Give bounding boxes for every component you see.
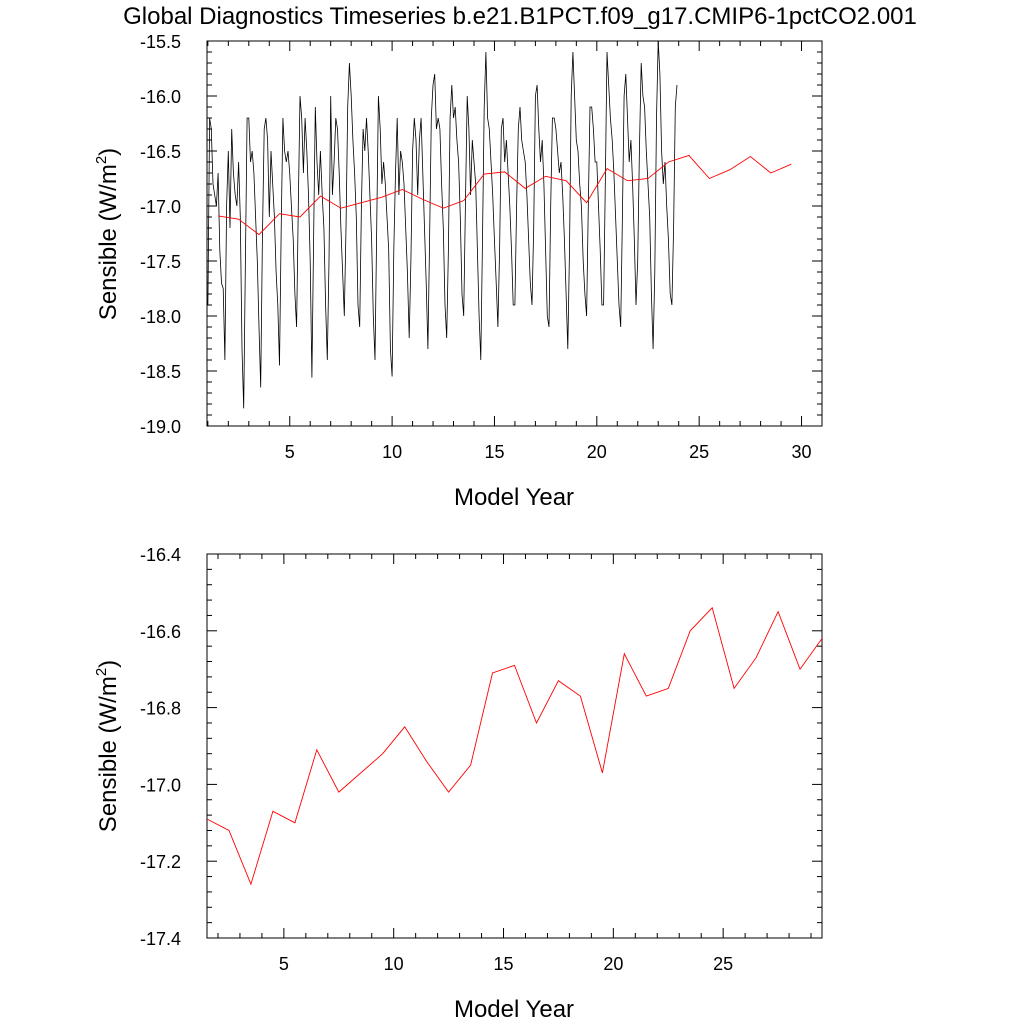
- bottom-y-axis-label: Sensible (W/m2): [93, 660, 122, 832]
- top-y-tick-label: -16.0: [140, 87, 181, 107]
- top-chart: -19.0 -18.5 -18.0 -17.5 -17.0 -16.5 -16.0 -15.5…: [93, 32, 823, 511]
- bottom-y-tick-label: -17.0: [140, 775, 181, 795]
- top-y-axis-label: Sensible (W/m2): [93, 148, 122, 320]
- bottom-x-tick-label: 10: [384, 954, 404, 974]
- bottom-series: [206, 606, 823, 886]
- bottom-x-axis-label: Model Year: [454, 996, 574, 1023]
- bottom-x-tick-label: 20: [603, 954, 623, 974]
- bottom-x-tick-label: 5: [279, 954, 289, 974]
- bottom-y-tick-label: -16.8: [140, 699, 181, 719]
- top-y-tick-label: -17.0: [140, 197, 181, 217]
- top-x-tick-label: 25: [689, 442, 709, 462]
- bottom-y-tick-label: -17.2: [140, 852, 181, 872]
- bottom-chart: -17.4-17.2-17.0-16.8-16.6-16.45 10 15 20 25 …: [93, 545, 823, 1023]
- bottom-ticks: -17.4 -17.2 -17.0 -16.8 -16.6 -16.4 5 10 15 20 25: [140, 545, 822, 974]
- top-y-tick-label: -19.0: [140, 417, 181, 437]
- top-x-tick-label: 20: [587, 442, 607, 462]
- top-x-tick-label: 10: [382, 442, 402, 462]
- bottom-x-tick-label: 15: [494, 954, 514, 974]
- top-y-tick-label: -16.5: [140, 142, 181, 162]
- top-y-tick-label: -18.5: [140, 362, 181, 382]
- top-y-tick-label: -18.0: [140, 307, 181, 327]
- bottom-y-tick-label: -16.4: [140, 545, 181, 565]
- chart-title: Global Diagnostics Timeseries b.e21.B1PC…: [123, 3, 917, 30]
- bottom-y-tick-label: -17.4: [140, 929, 181, 949]
- top-x-axis-label: Model Year: [454, 484, 574, 511]
- top-plot-frame: [206, 40, 823, 427]
- bottom-annual-line: [206, 606, 823, 886]
- top-x-tick-label: 30: [792, 442, 812, 462]
- bottom-x-tick-label: 25: [713, 954, 733, 974]
- top-series: [207, 40, 792, 409]
- top-x-tick-label: 15: [484, 442, 504, 462]
- top-x-tick-label: 5: [285, 442, 295, 462]
- top-y-tick-label: -17.5: [140, 252, 181, 272]
- top-ticks: -19.0 -18.5 -18.0 -17.5 -17.0 -16.5 -16.0 -15.5…: [140, 32, 823, 462]
- top-monthly-line: [207, 40, 678, 409]
- top-y-tick-label: -15.5: [140, 32, 181, 52]
- bottom-plot-frame: [206, 553, 823, 939]
- bottom-y-tick-label: -16.6: [140, 622, 181, 642]
- top-annual-line: [218, 154, 792, 236]
